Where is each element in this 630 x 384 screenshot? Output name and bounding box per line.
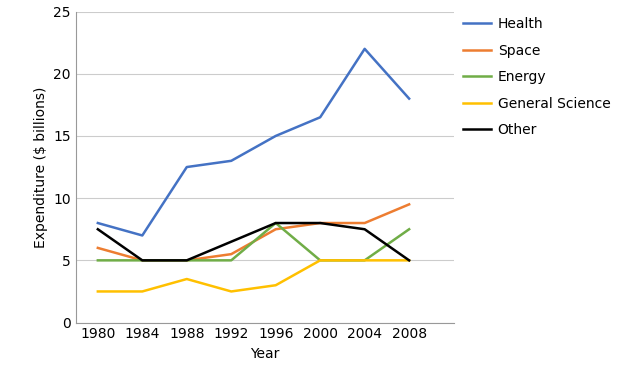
Energy [183, 258, 190, 263]
Legend: Health, Space, Energy, General Science, Other: Health, Space, Energy, General Science, … [457, 12, 616, 142]
Energy [272, 221, 280, 225]
Y-axis label: Expenditure ($ billions): Expenditure ($ billions) [33, 86, 47, 248]
General Science [139, 289, 146, 294]
Line: Health: Health [98, 49, 409, 235]
General Science [405, 258, 413, 263]
Other [316, 221, 324, 225]
Health [405, 96, 413, 101]
Energy [361, 258, 369, 263]
Line: Space: Space [98, 204, 409, 260]
Space [94, 246, 101, 250]
Space [316, 221, 324, 225]
Space [139, 258, 146, 263]
Other [139, 258, 146, 263]
Health [183, 165, 190, 169]
Line: General Science: General Science [98, 260, 409, 291]
X-axis label: Year: Year [250, 347, 279, 361]
General Science [316, 258, 324, 263]
Health [227, 159, 235, 163]
Energy [316, 258, 324, 263]
Other [183, 258, 190, 263]
Space [227, 252, 235, 257]
General Science [94, 289, 101, 294]
Energy [405, 227, 413, 232]
Other [227, 239, 235, 244]
Line: Other: Other [98, 223, 409, 260]
Line: Energy: Energy [98, 223, 409, 260]
Health [272, 134, 280, 138]
Other [272, 221, 280, 225]
General Science [227, 289, 235, 294]
Health [139, 233, 146, 238]
Space [183, 258, 190, 263]
Other [361, 227, 369, 232]
Energy [94, 258, 101, 263]
Other [405, 258, 413, 263]
Space [272, 227, 280, 232]
General Science [272, 283, 280, 288]
Health [361, 46, 369, 51]
Health [316, 115, 324, 119]
General Science [361, 258, 369, 263]
Other [94, 227, 101, 232]
General Science [183, 277, 190, 281]
Space [361, 221, 369, 225]
Space [405, 202, 413, 207]
Energy [139, 258, 146, 263]
Health [94, 221, 101, 225]
Energy [227, 258, 235, 263]
